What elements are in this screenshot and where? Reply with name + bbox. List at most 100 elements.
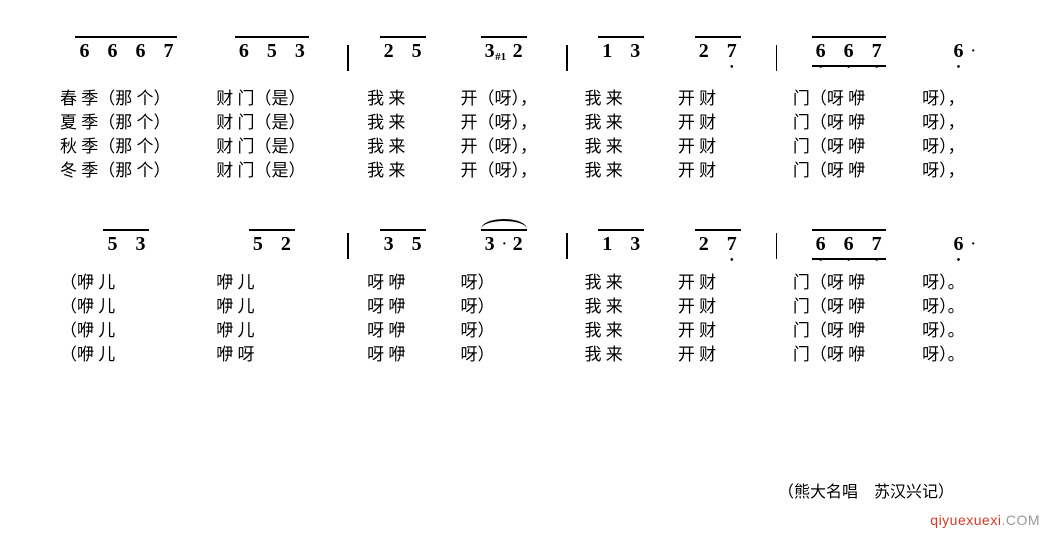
note: 3 <box>382 233 396 256</box>
lyrics-cell: 财 门（是） <box>216 87 367 111</box>
note-beam-group: 653 <box>235 40 309 63</box>
note-beam-group: 6•6•7• <box>812 40 886 63</box>
lyrics-line: 夏 季（那 个）财 门（是）我 来开（呀），我 来开 财门（呀 咿呀）， <box>60 111 994 135</box>
dotted-note-icon: · <box>502 237 507 253</box>
note: 6• <box>814 233 828 256</box>
lyrics-cell: 咿 儿 <box>216 271 367 295</box>
note: 2 <box>697 40 711 63</box>
lyrics-cell: 呀） <box>461 319 585 343</box>
lyrics-cell: 门（呀 咿 <box>793 159 922 183</box>
note-group: 6•· <box>923 40 994 63</box>
lyrics-cell: 呀）。 <box>922 343 994 367</box>
lyrics-cell: 门（呀 咿 <box>793 135 922 159</box>
note-beam-group: 6667 <box>75 40 177 63</box>
note-beam-group: 52 <box>249 233 295 256</box>
lyrics-line: （咿 儿咿 儿呀 咿呀）我 来开 财门（呀 咿呀）。 <box>60 271 994 295</box>
lyrics-cell: 开（呀）， <box>461 135 585 159</box>
lyrics-line: 春 季（那 个）财 门（是）我 来开（呀），我 来开 财门（呀 咿呀）， <box>60 87 994 111</box>
note: 6 <box>77 40 91 63</box>
lyrics-cell: 咿 儿 <box>216 295 367 319</box>
lyrics-cell: 门（呀 咿 <box>793 343 922 367</box>
note-beam-group: 3· 2 <box>481 233 527 256</box>
note-group: 3· 2 <box>459 233 548 256</box>
lyrics-cell: 呀） <box>461 271 585 295</box>
lyrics-cell: 呀）， <box>922 111 994 135</box>
lyrics-cell: 呀） <box>461 343 585 367</box>
lyrics-cell: 门（呀 咿 <box>793 111 922 135</box>
lyrics-cell: 我 来 <box>584 343 677 367</box>
note: 5 <box>410 233 424 256</box>
lyrics-cell: 开 财 <box>678 343 793 367</box>
octave-dot-icon: • <box>875 62 879 73</box>
octave-dot-icon: • <box>847 255 851 266</box>
credit-line: （熊大名唱 苏汉兴记） <box>778 478 954 502</box>
note: 7• <box>870 40 884 63</box>
note-group: 52 <box>214 233 329 256</box>
lyrics-cell: 我 来 <box>584 135 677 159</box>
note: 7• <box>725 233 739 256</box>
lyrics-cell: 开 财 <box>678 135 793 159</box>
lyrics-cell: 呀）。 <box>922 319 994 343</box>
lyrics-line: 冬 季（那 个）财 门（是）我 来开（呀），我 来开 财门（呀 咿呀）， <box>60 159 994 183</box>
note-group: 25 <box>367 40 438 63</box>
note: 6 <box>237 40 251 63</box>
note: 6• <box>842 40 856 63</box>
note: 2 <box>382 40 396 63</box>
note: 3· <box>483 233 497 256</box>
note-beam-group: 25 <box>380 40 426 63</box>
lyrics-cell: 呀）， <box>922 135 994 159</box>
lyrics-cell: 夏 季（那 个） <box>60 111 216 135</box>
note: 7• <box>870 233 884 256</box>
watermark-brand: qiyuexuexi <box>930 512 1001 528</box>
lyrics-block: （咿 儿咿 儿呀 咿呀）我 来开 财门（呀 咿呀）。（咿 儿咿 儿呀 咿呀）我 … <box>60 271 994 367</box>
note-group: 6•· <box>923 233 994 256</box>
note: 1 <box>600 40 614 63</box>
note: 6•· <box>952 40 966 63</box>
lyrics-cell: 呀）， <box>922 159 994 183</box>
lyrics-cell: 开（呀）， <box>461 87 585 111</box>
lyrics-cell: 咿 儿 <box>216 319 367 343</box>
note-beam-group: 13 <box>598 40 644 63</box>
note: 2 <box>279 233 293 256</box>
note: 3 <box>293 40 307 63</box>
lyrics-cell: 门（呀 咿 <box>793 319 922 343</box>
note: 2 <box>511 40 525 63</box>
lyrics-cell: 我 来 <box>584 295 677 319</box>
octave-dot-icon: • <box>819 62 823 73</box>
notation-line: 5352353·21327•6•6•7•6•· <box>60 233 994 259</box>
note: 5 <box>410 40 424 63</box>
lyrics-cell: 我 来 <box>367 111 460 135</box>
note-beam-group: 35 <box>380 233 426 256</box>
octave-dot-icon: • <box>875 255 879 266</box>
lyrics-cell: （咿 儿 <box>60 343 216 367</box>
note-group: 6667 <box>60 40 193 63</box>
lyrics-cell: 财 门（是） <box>216 159 367 183</box>
lyrics-cell: 咿 呀 <box>216 343 367 367</box>
octave-dot-icon: • <box>730 255 734 266</box>
note: 3 <box>628 40 642 63</box>
octave-dot-icon: • <box>957 255 961 266</box>
lyrics-cell: 呀 咿 <box>367 319 460 343</box>
lyrics-cell: 我 来 <box>367 159 460 183</box>
note: 3 <box>628 233 642 256</box>
note-beam-group: 13 <box>598 233 644 256</box>
lyrics-cell: 开 财 <box>678 271 793 295</box>
lyrics-block: 春 季（那 个）财 门（是）我 来开（呀），我 来开 财门（呀 咿呀），夏 季（… <box>60 87 994 183</box>
note: 7• <box>725 40 739 63</box>
note-beam-group: 6•6•7• <box>812 233 886 256</box>
lyrics-cell: 春 季（那 个） <box>60 87 216 111</box>
lyrics-cell: 呀）。 <box>922 271 994 295</box>
lyrics-cell: 我 来 <box>367 135 460 159</box>
note-group: 2 7• <box>678 40 758 63</box>
lyrics-cell: 我 来 <box>584 111 677 135</box>
note: 2 <box>511 233 525 256</box>
octave-dot-icon: • <box>730 62 734 73</box>
note-beam-group: 27• <box>695 233 741 256</box>
dotted-note-icon: · <box>971 44 976 60</box>
note: 6 <box>133 40 147 63</box>
lyrics-cell: 我 来 <box>367 87 460 111</box>
lyrics-line: 秋 季（那 个）财 门（是）我 来开（呀），我 来开 财门（呀 咿呀）， <box>60 135 994 159</box>
lyrics-cell: 门（呀 咿 <box>793 271 922 295</box>
lyrics-cell: 财 门（是） <box>216 111 367 135</box>
lyrics-cell: 秋 季（那 个） <box>60 135 216 159</box>
